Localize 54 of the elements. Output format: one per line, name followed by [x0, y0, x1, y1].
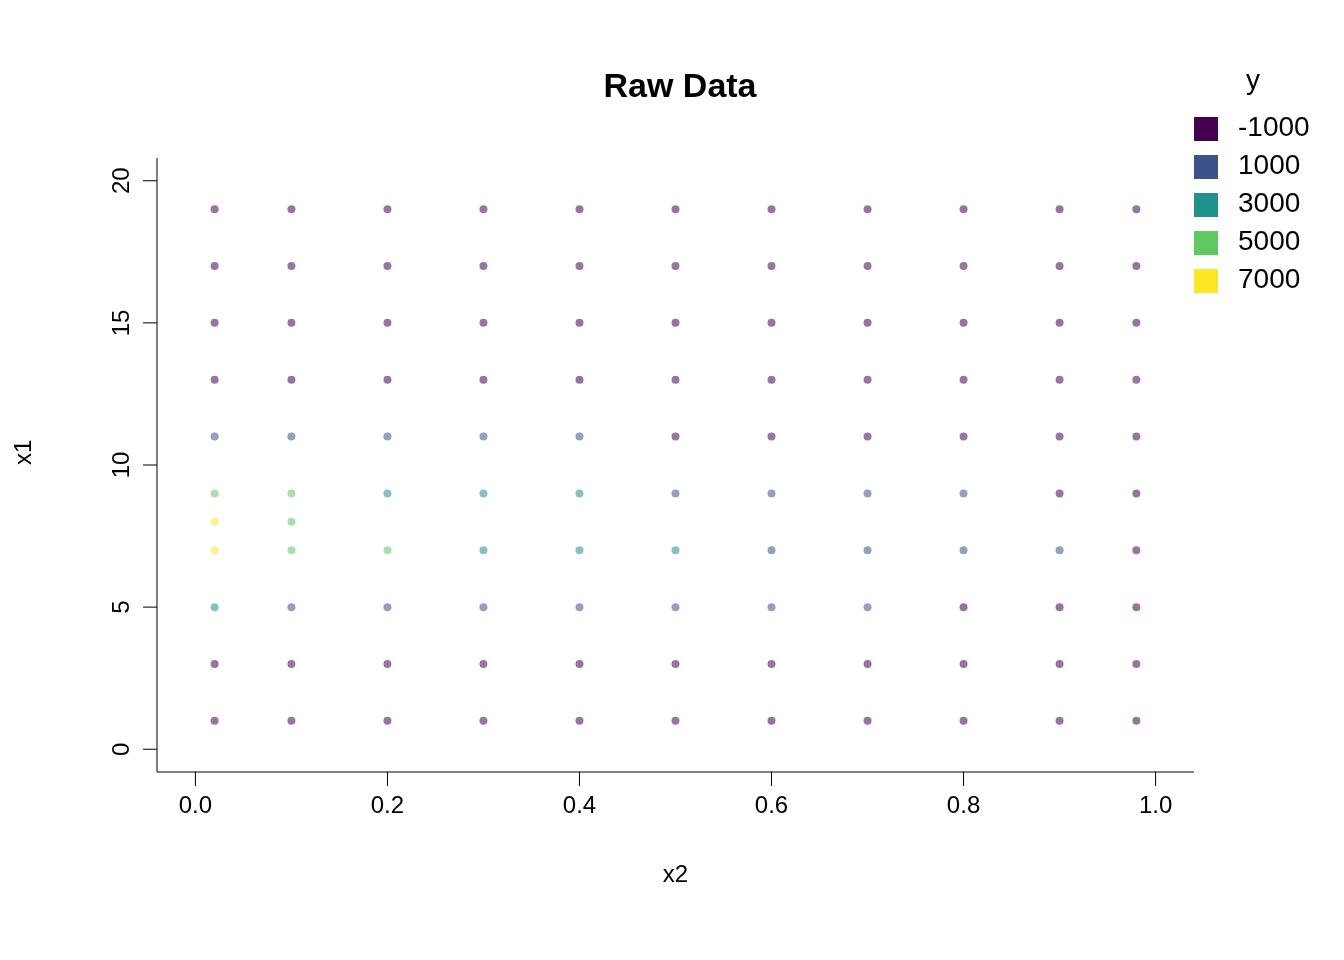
point	[383, 432, 392, 441]
point	[210, 489, 219, 498]
legend-label: 1000	[1238, 149, 1301, 180]
point	[575, 489, 584, 498]
point	[767, 603, 776, 612]
point	[383, 489, 392, 498]
point	[383, 603, 392, 612]
point	[575, 546, 584, 555]
y-axis-title: x1	[8, 439, 36, 465]
legend-label: 3000	[1238, 187, 1301, 218]
point	[479, 546, 488, 555]
y-tick-label: 10	[107, 451, 134, 479]
point	[479, 432, 488, 441]
y-tick-label: 5	[107, 600, 134, 614]
point	[287, 603, 296, 612]
legend-label: 5000	[1238, 225, 1301, 256]
point	[287, 517, 296, 526]
x-tick-label: 0.8	[946, 791, 981, 819]
x-tick-label: 0.2	[370, 791, 405, 819]
point	[959, 546, 968, 555]
legend-label: -1000	[1238, 111, 1310, 142]
point	[210, 546, 219, 555]
point	[863, 603, 872, 612]
point	[671, 546, 680, 555]
point	[383, 546, 392, 555]
x-tick-label: 0.4	[562, 791, 597, 819]
point	[671, 603, 680, 612]
legend-title: y	[1246, 64, 1260, 96]
point	[767, 546, 776, 555]
chart-title: Raw Data	[603, 66, 757, 104]
x-tick-label: 0.0	[178, 791, 213, 819]
point	[767, 489, 776, 498]
legend-label: 7000	[1238, 263, 1301, 294]
point	[287, 546, 296, 555]
point	[287, 489, 296, 498]
point	[210, 603, 219, 612]
point	[210, 517, 219, 526]
point	[671, 489, 680, 498]
point	[575, 432, 584, 441]
point	[1055, 546, 1064, 555]
point	[210, 432, 219, 441]
point	[479, 603, 488, 612]
point	[959, 489, 968, 498]
x-axis-title: x2	[662, 860, 689, 887]
point	[575, 603, 584, 612]
y-tick-label: 15	[107, 309, 134, 337]
point	[287, 432, 296, 441]
point	[863, 489, 872, 498]
y-tick-label: 20	[107, 167, 134, 195]
point	[863, 546, 872, 555]
x-tick-label: 0.6	[754, 791, 789, 819]
point	[479, 489, 488, 498]
x-tick-label: 1.0	[1138, 791, 1173, 819]
y-tick-label: 0	[107, 742, 134, 756]
